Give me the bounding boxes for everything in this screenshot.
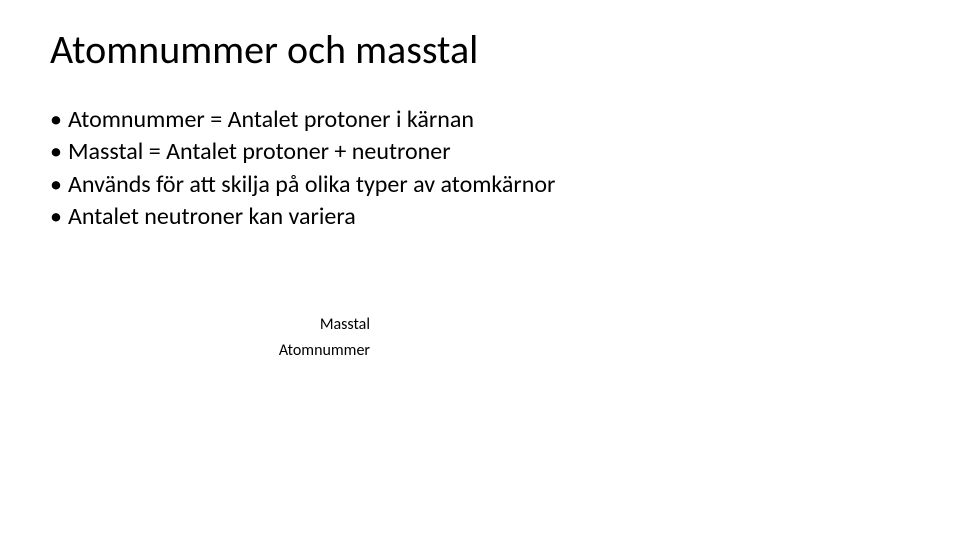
bullet-marker: • [50, 169, 68, 201]
bullet-item: • Används för att skilja på olika typer … [50, 169, 910, 201]
bullet-item: • Atomnummer = Antalet protoner i kärnan [50, 104, 910, 136]
notation-labels: Masstal Atomnummer [270, 312, 370, 363]
bullet-text: Masstal = Antalet protoner + neutroner [68, 136, 451, 168]
bullet-marker: • [50, 104, 68, 136]
bullet-marker: • [50, 136, 68, 168]
bullet-item: • Masstal = Antalet protoner + neutroner [50, 136, 910, 168]
label-atomnummer: Atomnummer [270, 338, 370, 364]
bullet-text: Används för att skilja på olika typer av… [68, 169, 555, 201]
bullet-text: Atomnummer = Antalet protoner i kärnan [68, 104, 474, 136]
bullet-list: • Atomnummer = Antalet protoner i kärnan… [50, 104, 910, 234]
bullet-item: • Antalet neutroner kan variera [50, 201, 910, 233]
label-masstal: Masstal [270, 312, 370, 338]
bullet-text: Antalet neutroner kan variera [68, 201, 356, 233]
slide: Atomnummer och masstal • Atomnummer = An… [0, 0, 960, 540]
bullet-marker: • [50, 201, 68, 233]
slide-title: Atomnummer och masstal [50, 28, 910, 72]
